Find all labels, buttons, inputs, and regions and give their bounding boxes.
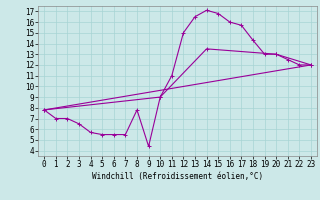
X-axis label: Windchill (Refroidissement éolien,°C): Windchill (Refroidissement éolien,°C) <box>92 172 263 181</box>
